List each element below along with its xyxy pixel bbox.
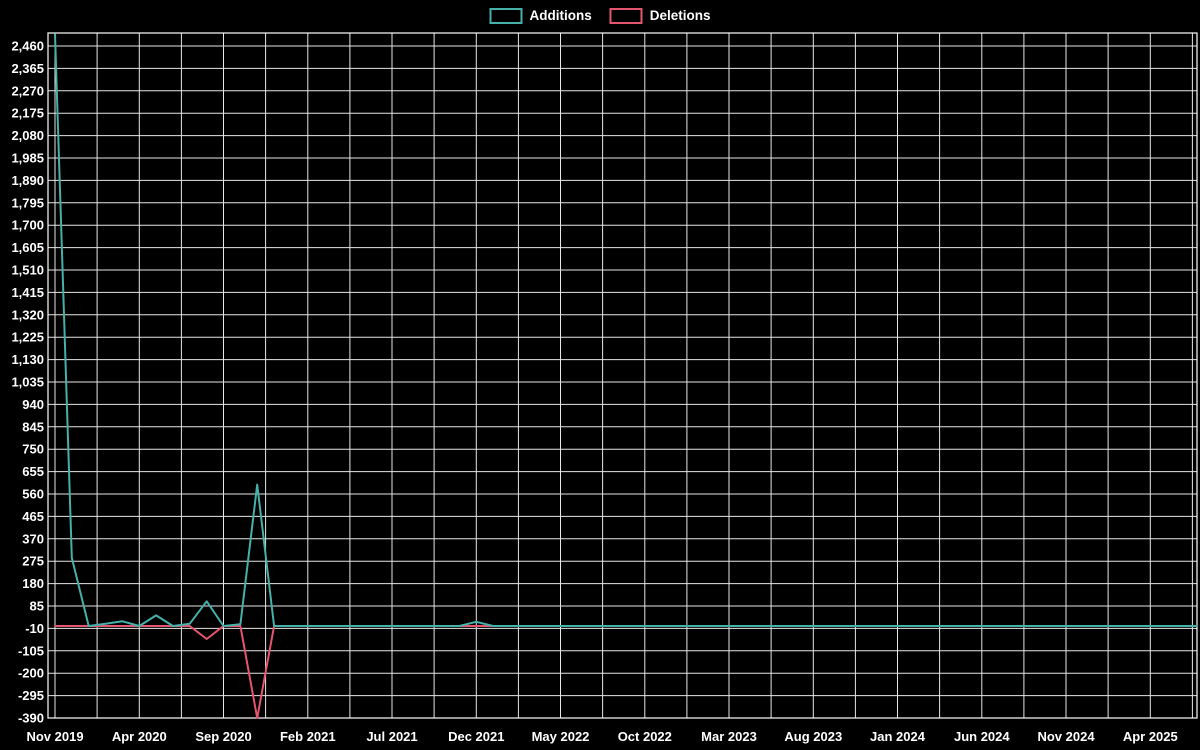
svg-text:275: 275 [22,554,44,569]
svg-text:2,365: 2,365 [11,61,44,76]
svg-text:1,225: 1,225 [11,330,44,345]
svg-text:1,415: 1,415 [11,285,44,300]
svg-text:655: 655 [22,464,44,479]
svg-text:Sep 2020: Sep 2020 [195,729,251,744]
svg-text:Apr 2025: Apr 2025 [1123,729,1178,744]
svg-text:1,510: 1,510 [11,263,44,278]
svg-text:1,890: 1,890 [11,173,44,188]
additions-swatch [489,8,523,24]
svg-text:750: 750 [22,442,44,457]
svg-text:-200: -200 [18,666,44,681]
chart-legend: Additions Deletions [489,8,711,24]
svg-text:-105: -105 [18,643,44,658]
svg-text:-10: -10 [25,621,44,636]
svg-text:Nov 2019: Nov 2019 [26,729,83,744]
svg-text:1,130: 1,130 [11,352,44,367]
svg-text:Nov 2024: Nov 2024 [1037,729,1095,744]
svg-text:Oct 2022: Oct 2022 [618,729,672,744]
svg-text:Apr 2020: Apr 2020 [112,729,167,744]
deletions-legend-label: Deletions [649,8,711,24]
svg-text:Jan 2024: Jan 2024 [870,729,926,744]
svg-text:1,320: 1,320 [11,307,44,322]
svg-text:465: 465 [22,509,44,524]
svg-text:-390: -390 [18,711,44,726]
svg-text:1,700: 1,700 [11,218,44,233]
svg-text:940: 940 [22,397,44,412]
svg-text:560: 560 [22,487,44,502]
svg-text:845: 845 [22,419,44,434]
svg-text:-295: -295 [18,688,44,703]
svg-text:2,460: 2,460 [11,39,44,54]
additions-legend-label: Additions [529,8,592,24]
svg-text:Jun 2024: Jun 2024 [954,729,1010,744]
svg-text:180: 180 [22,576,44,591]
svg-text:370: 370 [22,531,44,546]
svg-text:1,795: 1,795 [11,195,44,210]
legend-item-deletions[interactable]: Deletions [609,8,711,24]
svg-text:Jul 2021: Jul 2021 [366,729,417,744]
svg-text:2,270: 2,270 [11,83,44,98]
svg-text:2,080: 2,080 [11,128,44,143]
svg-text:2,175: 2,175 [11,106,44,121]
svg-text:1,985: 1,985 [11,151,44,166]
svg-text:Mar 2023: Mar 2023 [701,729,757,744]
svg-text:1,035: 1,035 [11,375,44,390]
svg-text:Dec 2021: Dec 2021 [448,729,504,744]
svg-text:1,605: 1,605 [11,240,44,255]
svg-text:Aug 2023: Aug 2023 [784,729,842,744]
svg-text:85: 85 [30,599,44,614]
svg-text:May 2022: May 2022 [532,729,590,744]
svg-text:Feb 2021: Feb 2021 [280,729,336,744]
deletions-swatch [609,8,643,24]
legend-item-additions[interactable]: Additions [489,8,592,24]
